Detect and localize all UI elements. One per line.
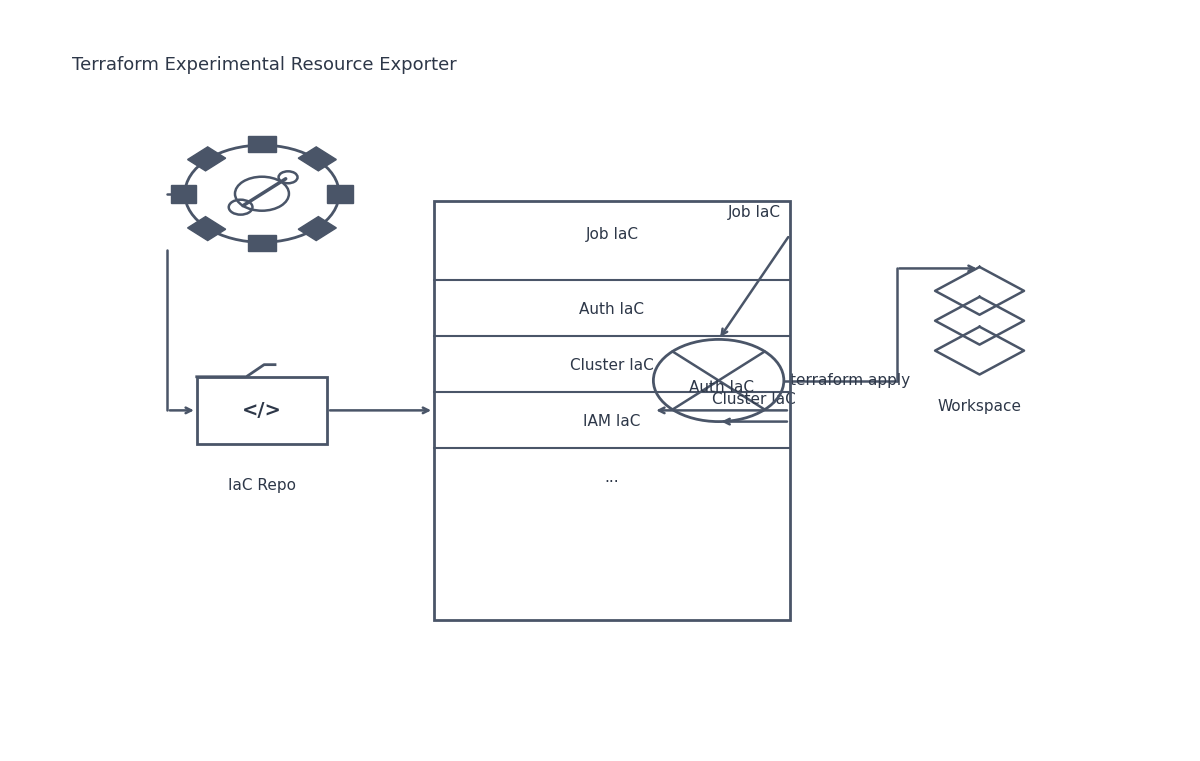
- Polygon shape: [187, 217, 226, 240]
- Text: Cluster IaC: Cluster IaC: [570, 358, 654, 373]
- Polygon shape: [299, 147, 336, 171]
- Text: Terraform Experimental Resource Exporter: Terraform Experimental Resource Exporter: [72, 56, 457, 74]
- Polygon shape: [299, 217, 336, 240]
- Polygon shape: [247, 235, 276, 251]
- Polygon shape: [170, 185, 197, 202]
- Text: Job IaC: Job IaC: [727, 205, 781, 220]
- Text: </>: </>: [242, 401, 282, 420]
- Text: IAM IaC: IAM IaC: [583, 414, 641, 429]
- Polygon shape: [187, 147, 226, 171]
- Polygon shape: [247, 136, 276, 152]
- Polygon shape: [328, 185, 353, 202]
- Text: Auth IaC: Auth IaC: [580, 302, 644, 317]
- Text: Job IaC: Job IaC: [586, 228, 638, 242]
- Text: Cluster IaC: Cluster IaC: [713, 392, 796, 406]
- Text: Auth IaC: Auth IaC: [689, 380, 754, 396]
- Text: ...: ...: [605, 470, 619, 485]
- Text: IaC Repo: IaC Repo: [228, 478, 296, 492]
- Text: Workspace: Workspace: [937, 400, 1021, 414]
- Text: terraform apply: terraform apply: [790, 373, 910, 388]
